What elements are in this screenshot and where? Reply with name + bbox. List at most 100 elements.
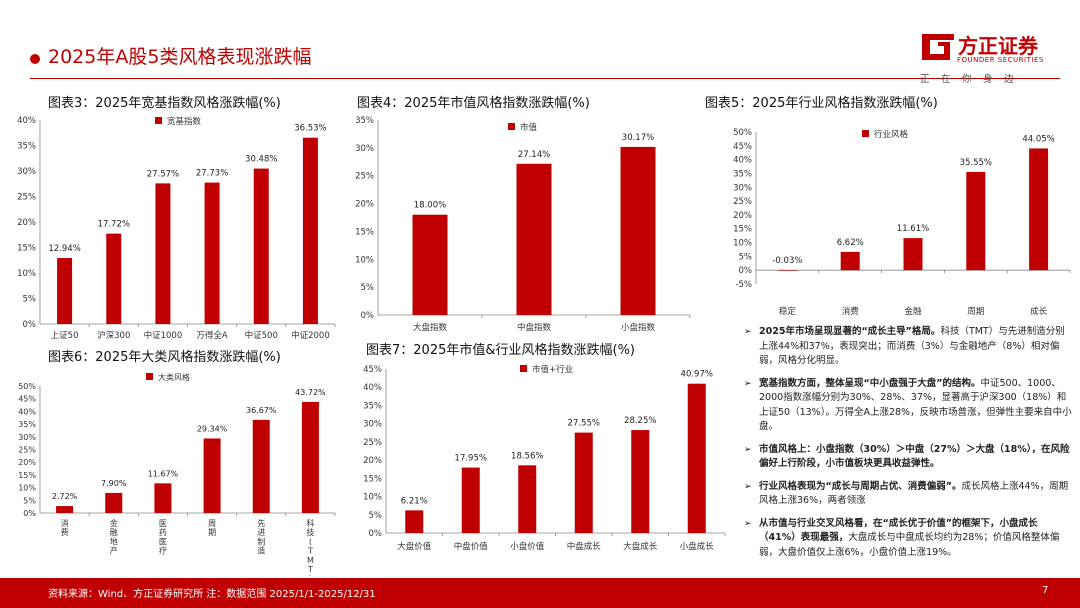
y-tick-label: 15% (733, 225, 752, 235)
title-bullet-dot (30, 54, 40, 64)
bar (405, 510, 424, 533)
data-label: 28.25% (624, 416, 656, 426)
x-tick-label: 成长 (1030, 306, 1048, 317)
bar (154, 483, 172, 513)
y-tick-label: 10% (733, 239, 752, 249)
x-tick-label-char: 技 (306, 527, 314, 537)
page-title: 2025年A股5类风格表现涨跌幅 (48, 46, 312, 68)
arrow-icon: ➢ (744, 481, 752, 492)
y-tick-label: 20% (355, 200, 374, 210)
x-tick-label: 消费 (842, 306, 860, 317)
data-label: 35.55% (960, 158, 992, 168)
x-tick-label-char: 先 (257, 518, 265, 528)
bar-chart-fig3: 0% 5% 10% 15% 20% 25% 30% 35% 40% 宽基指数 12.94% 上证50 1… (17, 116, 336, 341)
bar (253, 168, 269, 324)
arrow-icon: ➢ (744, 444, 752, 455)
chart-title-fig3: 图表3：2025年宽基指数风格涨跌幅(%) (48, 96, 281, 111)
y-tick-label: 30% (355, 144, 374, 154)
y-tick-label: 0% (369, 529, 383, 539)
y-tick-label: 5% (23, 295, 37, 305)
y-tick-label: 10% (18, 484, 36, 493)
bar (574, 432, 593, 533)
y-tick-label: 45% (733, 142, 752, 152)
data-label: 30.48% (245, 155, 277, 165)
bar (518, 465, 537, 533)
y-tick-label: 5% (739, 252, 753, 262)
bar (966, 171, 986, 271)
y-tick-label: 35% (17, 142, 36, 152)
x-tick-label-char: 进 (257, 528, 265, 537)
x-tick-label-char: 药 (159, 527, 167, 537)
data-label: 43.72% (295, 388, 326, 397)
bar-chart-fig4: 0% 5% 10% 15% 20% 25% 30% 35% 市值 18.00% 大盘指数 27.14%… (355, 116, 691, 333)
y-tick-label: 25% (17, 193, 36, 203)
bar (1029, 148, 1049, 271)
y-tick-label: -5% (735, 280, 752, 290)
legend-swatch (155, 117, 162, 124)
legend-label: 市值 (520, 122, 538, 133)
y-tick-label: 40% (733, 156, 752, 166)
x-tick-label: 中证500 (245, 330, 278, 341)
data-label: 40.97% (681, 370, 713, 380)
y-tick-label: 25% (363, 438, 382, 448)
data-label: 18.00% (414, 201, 446, 211)
y-tick-label: 10% (17, 269, 36, 279)
commentary-item: ➢ 行业风格表现为“成长与周期占优、消费偏弱”。成长风格上涨44%，周期风格上涨3… (744, 480, 1069, 507)
arrow-icon: ➢ (744, 518, 752, 529)
bar-chart-fig6: 0% 5% 10% 15% 20% 25% 30% 35% 40% 45% 50% 大类风格 2.72%… (18, 372, 336, 576)
x-tick-label: 万得全A (196, 330, 228, 341)
x-tick-label-char: 费 (61, 527, 69, 537)
data-label: 6.62% (837, 238, 864, 248)
x-tick-label-char: 消 (61, 518, 69, 528)
x-tick-label: 大盘指数 (413, 322, 448, 333)
bar (155, 183, 171, 324)
x-tick-label-char: 医 (159, 519, 167, 528)
x-tick-label: 中证1000 (144, 330, 183, 341)
y-tick-label: 0% (23, 320, 37, 330)
y-tick-label: 0% (361, 311, 375, 321)
arrow-icon: ➢ (744, 327, 752, 337)
y-tick-label: 25% (18, 446, 36, 455)
bar (252, 419, 270, 513)
bar (105, 492, 123, 513)
data-label: -0.03% (772, 256, 802, 266)
y-tick-label: 10% (363, 493, 382, 503)
data-label: 7.90% (101, 479, 127, 488)
y-tick-label: 40% (17, 116, 36, 126)
data-label: 12.94% (48, 244, 80, 254)
y-tick-label: 20% (363, 456, 382, 466)
data-label: 36.53% (294, 124, 326, 134)
chart-title-fig5: 图表5：2025年行业风格指数涨跌幅(%) (705, 96, 938, 111)
x-tick-label: 中盘指数 (517, 322, 552, 333)
y-tick-label: 30% (17, 167, 36, 177)
x-tick-label: 小盘价值 (510, 541, 545, 552)
bar (56, 506, 74, 513)
bar (203, 438, 221, 513)
y-tick-label: 20% (17, 218, 36, 228)
x-tick-label: 大盘成长 (623, 541, 658, 552)
arrow-icon: ➢ (744, 378, 752, 389)
bar (777, 270, 797, 271)
data-label: 29.34% (197, 424, 228, 433)
x-tick-label: 沪深300 (97, 330, 130, 341)
chart-title-fig6: 图表6：2025年大类风格指数涨跌幅(%) (48, 350, 281, 365)
commentary-item: ➢ 从市值与行业交叉风格看，在“成长优于价值”的框架下，小盘成长（41%）表现最强… (744, 517, 1060, 558)
source-note: 资料来源：Wind、方正证券研究所 注：数据范围 2025/1/1-2025/1… (48, 589, 376, 600)
x-tick-label-char: 周 (208, 519, 216, 528)
y-tick-label: 0% (739, 266, 753, 276)
x-tick-label: 大盘价值 (397, 541, 432, 552)
legend-swatch (520, 365, 527, 372)
legend-label: 宽基指数 (167, 116, 202, 127)
legend-label: 市值+行业 (532, 364, 573, 375)
y-tick-label: 45% (18, 395, 36, 404)
x-tick-label-char: 产 (110, 546, 118, 556)
x-tick-label-char: ) (309, 574, 312, 576)
bar (412, 214, 448, 315)
data-label: 17.95% (455, 454, 487, 464)
header-divider (30, 78, 1060, 79)
bar (461, 467, 480, 533)
x-tick-label-char: 科 (306, 518, 314, 528)
x-tick-label-char: 制 (257, 536, 265, 546)
bar-chart-fig7: 0% 5% 10% 15% 20% 25% 30% 35% 40% 45% 市值+行业 6.21% 大盘… (363, 364, 726, 552)
logo-slogan: 正在你身边 (920, 74, 1026, 85)
